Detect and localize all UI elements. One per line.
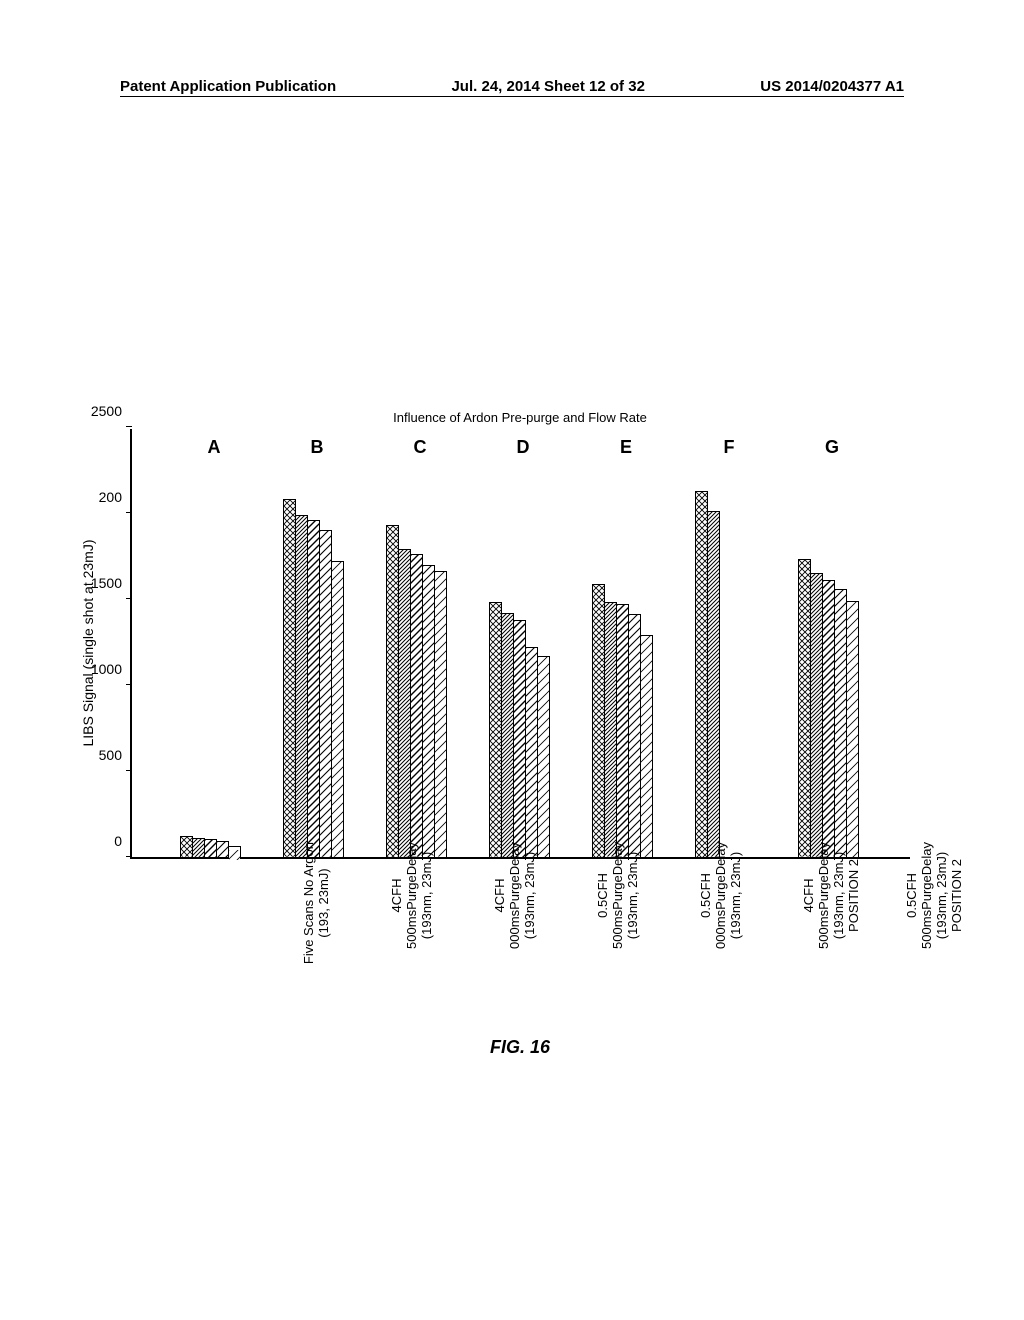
y-tick bbox=[126, 856, 132, 857]
x-tick-label: 4CFH500msPurgeDelay(193nm, 23mJ) bbox=[390, 842, 435, 949]
y-tick-label: 2500 bbox=[91, 403, 122, 419]
y-tick bbox=[126, 770, 132, 771]
bar-group bbox=[798, 559, 858, 857]
y-tick bbox=[126, 512, 132, 513]
page-header: Patent Application Publication Jul. 24, … bbox=[0, 78, 1024, 95]
group-letter: C bbox=[414, 437, 427, 458]
group-letter: A bbox=[208, 437, 221, 458]
x-tick-label: 0.5CFH500msPurgeDelay(193nm, 23mJ)POSITI… bbox=[905, 842, 965, 949]
chart-plot-area: LIBS Signal (single shot at 23mJ) ABCDEF… bbox=[130, 429, 910, 859]
group-letter: D bbox=[517, 437, 530, 458]
header-rule bbox=[120, 96, 904, 97]
y-tick-label: 200 bbox=[99, 489, 122, 505]
header-center: Jul. 24, 2014 Sheet 12 of 32 bbox=[451, 78, 644, 95]
group-letter: B bbox=[311, 437, 324, 458]
bar bbox=[537, 656, 550, 857]
figure-caption: FIG. 16 bbox=[130, 1037, 910, 1058]
group-letter: G bbox=[825, 437, 839, 458]
chart-container: Influence of Ardon Pre-purge and Flow Ra… bbox=[130, 410, 910, 1058]
bar bbox=[707, 511, 720, 857]
bar-group bbox=[489, 602, 549, 857]
bar-group bbox=[592, 584, 652, 857]
bar-group bbox=[695, 491, 719, 857]
bar bbox=[846, 601, 859, 857]
y-tick bbox=[126, 598, 132, 599]
y-tick bbox=[126, 684, 132, 685]
y-tick-label: 0 bbox=[114, 833, 122, 849]
y-tick-label: 500 bbox=[99, 747, 122, 763]
group-letter: E bbox=[620, 437, 632, 458]
chart-title: Influence of Ardon Pre-purge and Flow Ra… bbox=[130, 410, 910, 425]
y-tick-label: 1000 bbox=[91, 661, 122, 677]
y-tick bbox=[126, 426, 132, 427]
y-tick-label: 1500 bbox=[91, 575, 122, 591]
x-tick-label: 0.5CFH000msPurgeDelay(193nm, 23mJ) bbox=[699, 842, 744, 949]
bar-group bbox=[386, 525, 446, 857]
bar bbox=[331, 561, 344, 857]
x-tick-label: 0.5CFH500msPurgeDelay(193nm, 23mJ) bbox=[596, 842, 641, 949]
y-axis-label: LIBS Signal (single shot at 23mJ) bbox=[80, 540, 96, 747]
bar bbox=[228, 846, 241, 857]
group-letter: F bbox=[724, 437, 735, 458]
x-tick-label: Five Scans No Argon(193, 23mJ) bbox=[302, 842, 332, 964]
bar bbox=[434, 571, 447, 857]
x-tick-label: 4CFH000msPurgeDelay(193nm, 23mJ) bbox=[493, 842, 538, 949]
bar bbox=[640, 635, 653, 857]
x-tick-label: 4CFH500msPurgeDelay(193nm, 23mJ)POSITION… bbox=[802, 842, 862, 949]
bar-group bbox=[283, 499, 343, 857]
bar-group bbox=[180, 836, 240, 857]
header-left: Patent Application Publication bbox=[120, 78, 336, 95]
header-right: US 2014/0204377 A1 bbox=[760, 78, 904, 95]
bars-container: A B C D E F G bbox=[180, 427, 900, 857]
